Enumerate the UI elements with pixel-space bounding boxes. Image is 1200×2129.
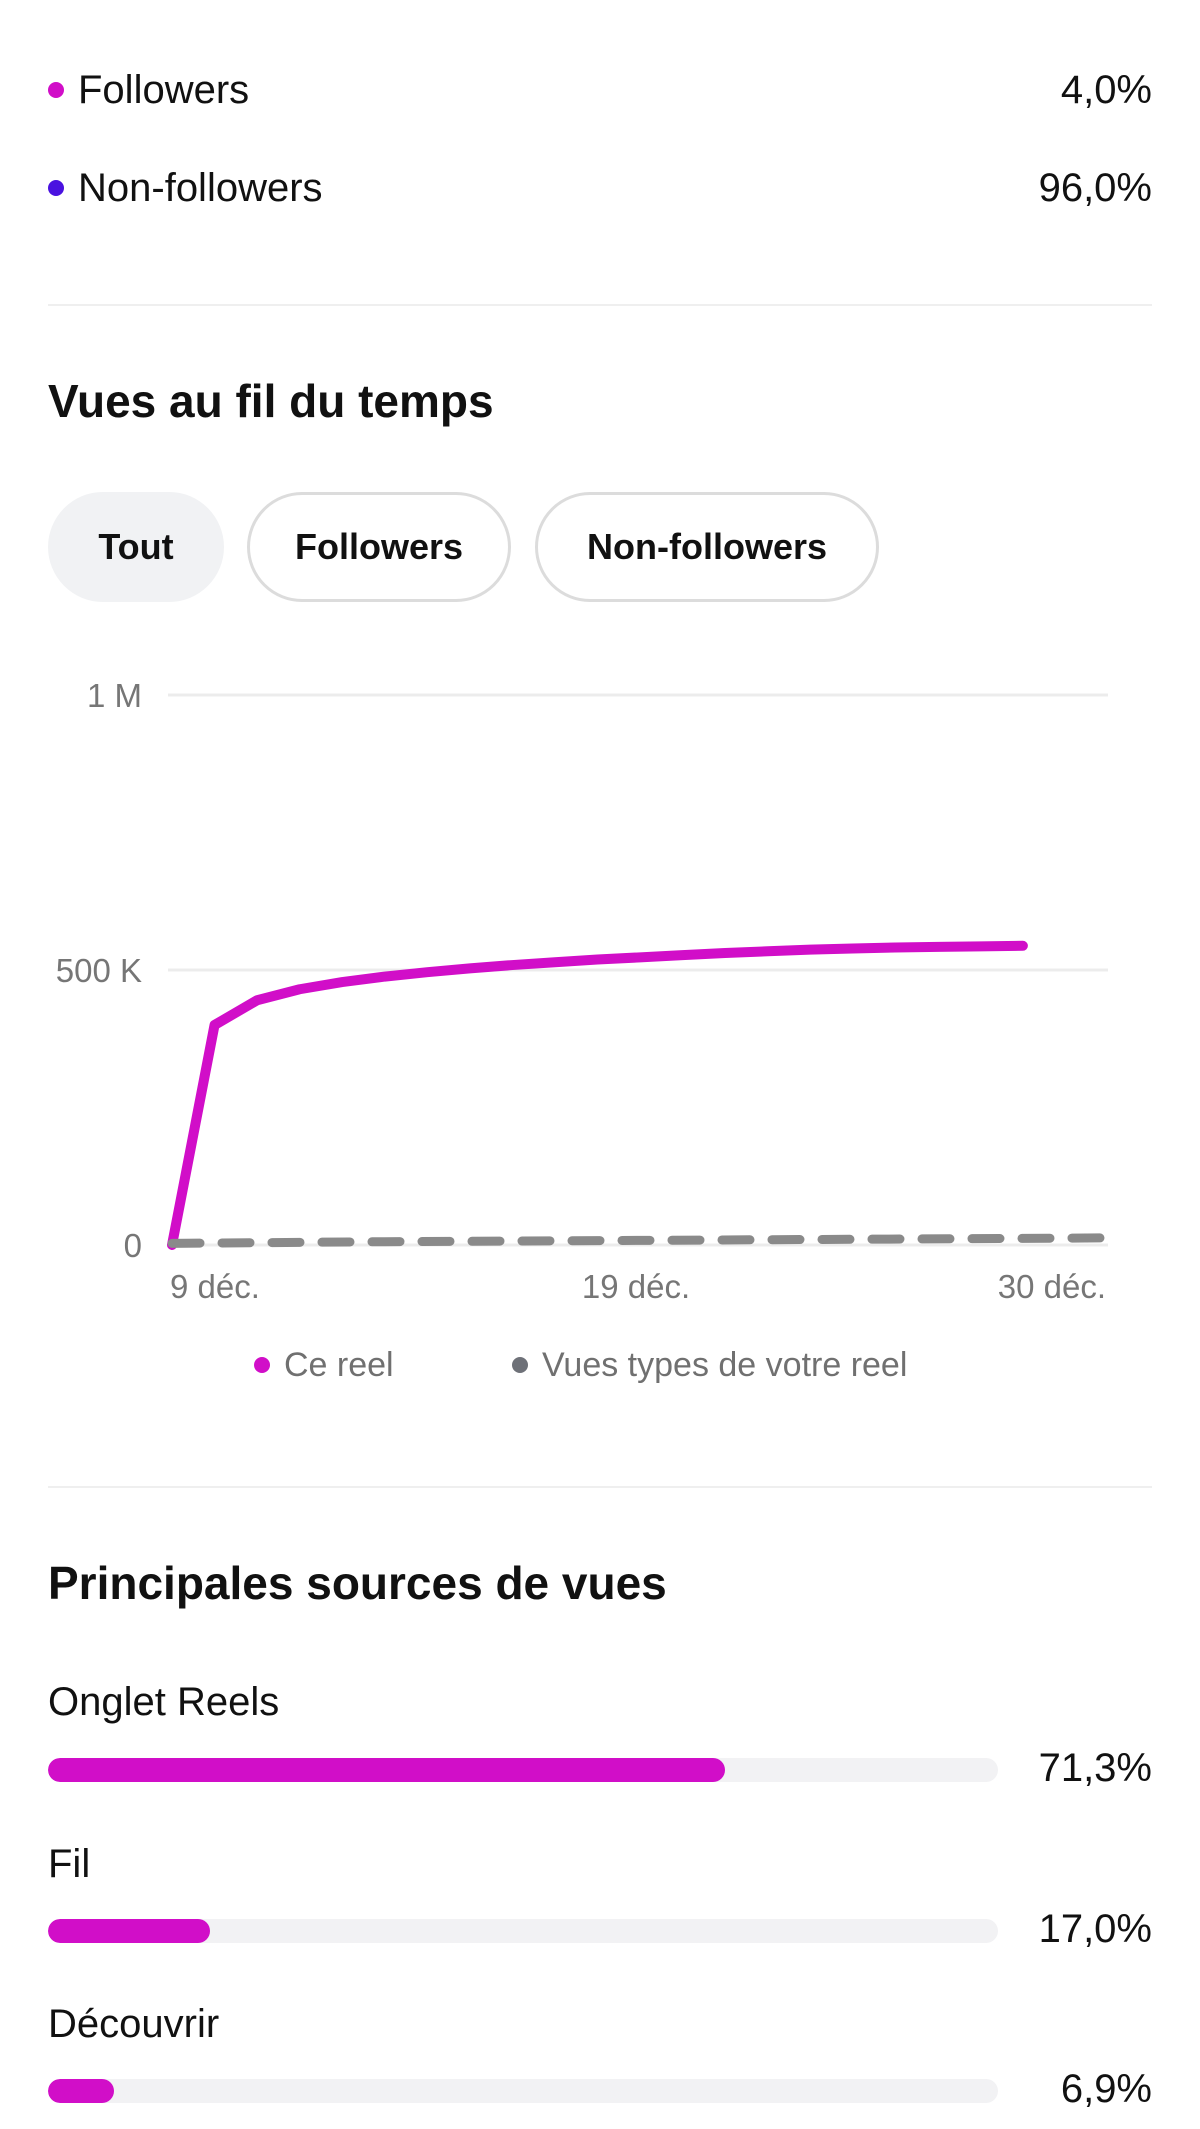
audience-label: Followers xyxy=(78,67,250,112)
x-tick-label: 30 déc. xyxy=(998,1268,1106,1305)
audience-value: 96,0% xyxy=(1038,165,1152,210)
source-value-feed: 17,0% xyxy=(1038,1907,1152,1951)
source-bar-fill xyxy=(48,1758,726,1782)
top-sources-title: Principales sources de vues xyxy=(48,1557,667,1609)
followers-dot-icon xyxy=(48,82,64,98)
section-divider xyxy=(48,1486,1152,1488)
filter-chip-all[interactable]: Tout xyxy=(48,492,224,602)
source-label-explore: Découvrir xyxy=(48,2002,220,2046)
audience-row-non-followers: Non-followers 96,0% xyxy=(48,158,1152,218)
chart-legend-this-reel: Ce reel xyxy=(254,1335,394,1395)
y-tick-label: 500 K xyxy=(56,952,142,989)
y-tick-label: 0 xyxy=(124,1227,142,1264)
audience-label: Non-followers xyxy=(78,165,323,210)
source-bar-fill xyxy=(48,2079,114,2103)
section-divider xyxy=(48,304,1152,306)
this-reel-dot-icon xyxy=(254,1357,270,1373)
views-line-chart: 1 M 500 K 0 9 déc. 19 déc. 30 déc. xyxy=(56,677,1113,1305)
non-followers-dot-icon xyxy=(48,180,64,196)
filter-chip-non-followers[interactable]: Non-followers xyxy=(535,492,879,602)
x-tick-label: 19 déc. xyxy=(582,1268,690,1305)
source-label-feed: Fil xyxy=(48,1842,91,1886)
source-bar-fill xyxy=(48,1919,210,1943)
source-bar-explore xyxy=(48,2079,998,2103)
source-bar-reels-tab xyxy=(48,1758,998,1782)
typical-views-dot-icon xyxy=(512,1357,528,1373)
source-value-explore: 6,9% xyxy=(1060,2067,1152,2111)
audience-value: 4,0% xyxy=(1060,67,1152,112)
y-tick-label: 1 M xyxy=(87,677,142,714)
chart-legend-label: Vues types de votre reel xyxy=(542,1345,908,1384)
audience-row-followers: Followers 4,0% xyxy=(48,60,1152,120)
series-line-this-reel xyxy=(167,940,1028,1250)
source-bar-feed xyxy=(48,1919,998,1943)
chart-legend-label: Ce reel xyxy=(284,1345,394,1384)
source-value-reels-tab: 71,3% xyxy=(1038,1746,1152,1790)
filter-chip-followers[interactable]: Followers xyxy=(247,492,511,602)
series-line-typical-views xyxy=(167,1233,1113,1248)
x-tick-label: 9 déc. xyxy=(170,1268,260,1305)
views-over-time-title: Vues au fil du temps xyxy=(48,375,494,427)
source-label-reels-tab: Onglet Reels xyxy=(48,1680,280,1724)
chart-legend-typical-views: Vues types de votre reel xyxy=(512,1335,907,1395)
